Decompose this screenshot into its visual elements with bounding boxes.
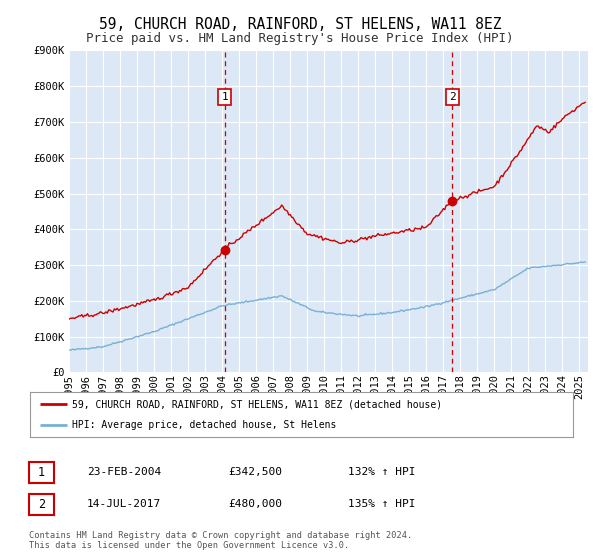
- Text: 59, CHURCH ROAD, RAINFORD, ST HELENS, WA11 8EZ (detached house): 59, CHURCH ROAD, RAINFORD, ST HELENS, WA…: [73, 399, 442, 409]
- Text: 2: 2: [38, 498, 45, 511]
- Text: HPI: Average price, detached house, St Helens: HPI: Average price, detached house, St H…: [73, 419, 337, 430]
- Text: 1: 1: [221, 92, 228, 102]
- Text: 135% ↑ HPI: 135% ↑ HPI: [348, 499, 415, 509]
- Text: Contains HM Land Registry data © Crown copyright and database right 2024.
This d: Contains HM Land Registry data © Crown c…: [29, 531, 412, 550]
- Text: 59, CHURCH ROAD, RAINFORD, ST HELENS, WA11 8EZ: 59, CHURCH ROAD, RAINFORD, ST HELENS, WA…: [99, 17, 501, 32]
- Text: 23-FEB-2004: 23-FEB-2004: [87, 467, 161, 477]
- Text: 132% ↑ HPI: 132% ↑ HPI: [348, 467, 415, 477]
- Text: 2: 2: [449, 92, 456, 102]
- Text: 1: 1: [38, 466, 45, 479]
- Text: £342,500: £342,500: [228, 467, 282, 477]
- Text: £480,000: £480,000: [228, 499, 282, 509]
- Text: 14-JUL-2017: 14-JUL-2017: [87, 499, 161, 509]
- Text: Price paid vs. HM Land Registry's House Price Index (HPI): Price paid vs. HM Land Registry's House …: [86, 32, 514, 45]
